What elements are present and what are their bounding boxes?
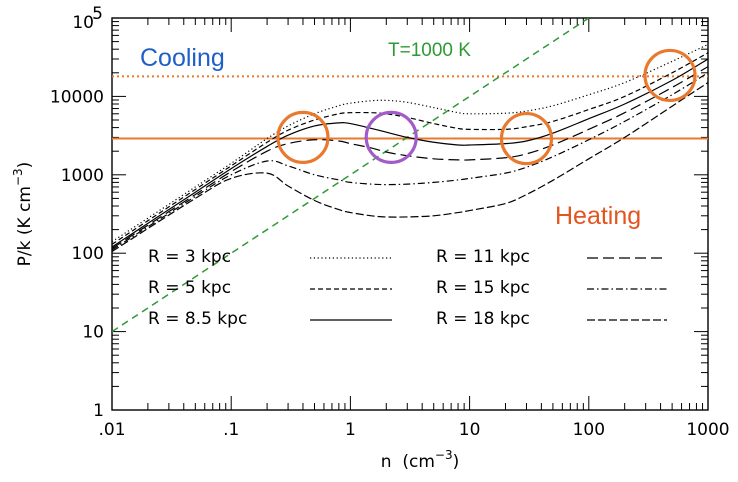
- legend-label-1: R = 5 kpc: [148, 278, 231, 298]
- x-axis-title-exp: −3: [435, 448, 453, 462]
- cooling-label: Cooling: [140, 44, 225, 72]
- x-axis-title: n (cm−3): [381, 448, 459, 472]
- heating-label: Heating: [555, 202, 641, 230]
- y-axis-title-unit: (K cm: [15, 186, 35, 235]
- x-axis-title-close: ): [453, 452, 460, 472]
- y-tick-label-top: 10: [72, 13, 94, 33]
- y-axis-title: P/k (K cm−3): [11, 162, 35, 267]
- series-line-2: [112, 58, 708, 248]
- x-tick-label: 100: [573, 420, 605, 440]
- y-tick-label: 100: [72, 244, 104, 264]
- y-tick-label: 1: [93, 401, 104, 421]
- y-tick-label: 10: [82, 323, 104, 343]
- legend-label-2: R = 8.5 kpc: [148, 309, 247, 329]
- x-axis-title-space: [392, 452, 403, 472]
- x-tick-label: 1000: [686, 420, 729, 440]
- highlight-circle-2: [499, 111, 554, 166]
- series-line-0: [112, 43, 708, 243]
- highlight-circle-3: [643, 48, 697, 103]
- y-axis-title-var: P/k: [15, 240, 35, 266]
- series-line-4: [112, 72, 708, 251]
- series-line-5: [112, 82, 708, 253]
- legend-label-0: R = 3 kpc: [148, 247, 231, 267]
- isotherm-label: T=1000 K: [388, 40, 471, 61]
- highlight-circle-1: [364, 110, 418, 164]
- legend-label-5: R = 18 kpc: [436, 309, 530, 329]
- x-axis-title-var: n: [381, 452, 392, 472]
- x-tick-label: 10: [459, 420, 481, 440]
- y-axis-title-group: P/k (K cm−3): [11, 162, 35, 267]
- x-tick-label: 1: [345, 420, 356, 440]
- y-tick-label: 1000: [61, 166, 104, 186]
- y-tick-label-top-exp: 5: [92, 4, 103, 24]
- legend-label-4: R = 15 kpc: [436, 278, 530, 298]
- y-tick-label-top-base: 10: [72, 13, 94, 33]
- x-axis-title-unit: (cm: [402, 452, 435, 472]
- x-tick-label: .01: [98, 420, 125, 440]
- plot-frame: [111, 17, 709, 411]
- x-tick-label: .1: [223, 420, 239, 440]
- y-axis-title-close: ): [15, 162, 35, 169]
- legend-label-3: R = 11 kpc: [436, 247, 530, 267]
- y-tick-label: 10000: [50, 87, 104, 107]
- y-axis-title-exp: −3: [11, 168, 25, 186]
- highlight-circle-0: [276, 110, 330, 164]
